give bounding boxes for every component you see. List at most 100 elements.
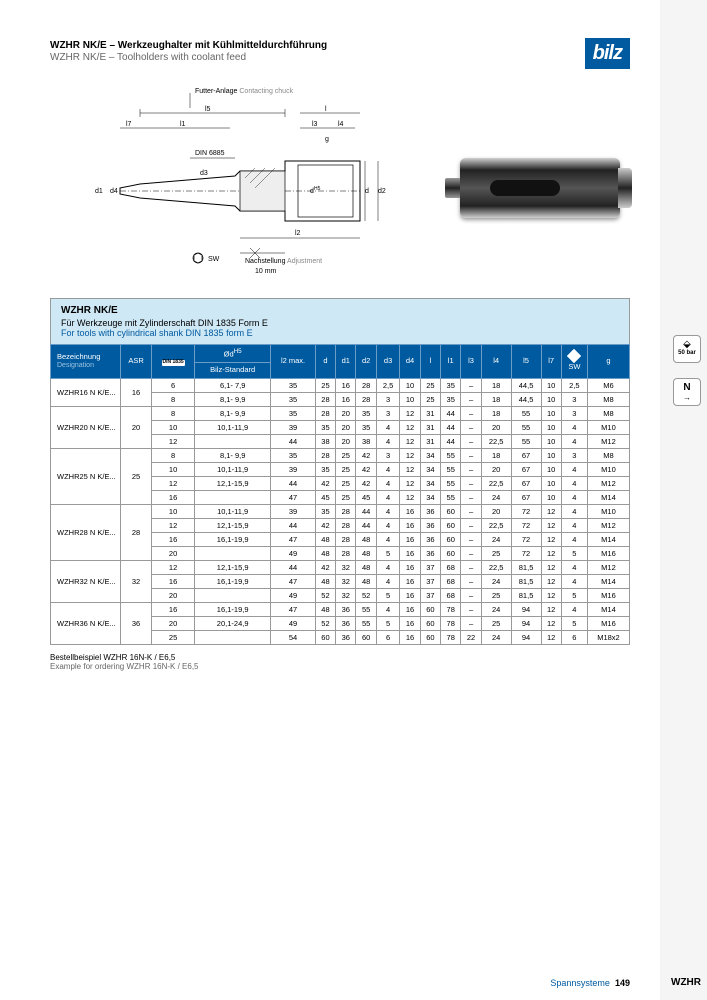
spec-cell: 49: [271, 546, 316, 560]
spec-cell: 4: [561, 504, 587, 518]
spec-cell: 44: [356, 518, 376, 532]
spec-cell: –: [461, 546, 481, 560]
spec-cell: 10,1-11,9: [195, 462, 271, 476]
spec-cell: 20: [481, 462, 511, 476]
spec-cell: 28: [315, 448, 335, 462]
spec-cell: 68: [441, 574, 461, 588]
table-row: WZHR28 N K/E...281010,1-11,9393528444163…: [51, 504, 630, 518]
spec-table: Bezeichnung Designation ASR DIN 1835 ØdH…: [50, 344, 630, 645]
spec-cell: 72: [511, 546, 541, 560]
designation-cell: WZHR25 N K/E...: [51, 448, 121, 504]
th-l: l: [420, 345, 440, 379]
spec-cell: –: [461, 490, 481, 504]
footer-page: 149: [615, 978, 630, 988]
spec-cell: –: [461, 462, 481, 476]
spec-cell: 55: [441, 448, 461, 462]
spec-cell: 55: [511, 406, 541, 420]
spec-cell: 55: [356, 616, 376, 630]
spec-cell: 67: [511, 448, 541, 462]
th-d: d: [315, 345, 335, 379]
spec-cell: 45: [356, 490, 376, 504]
spec-cell: M14: [587, 602, 629, 616]
spec-cell: 16: [400, 518, 420, 532]
spec-cell: M8: [587, 448, 629, 462]
spec-cell: 5: [561, 546, 587, 560]
spec-cell: 3: [376, 448, 400, 462]
spec-cell: 10: [541, 406, 561, 420]
spec-cell: 34: [420, 490, 440, 504]
spec-cell: –: [461, 574, 481, 588]
spec-cell: 8,1- 9,9: [195, 448, 271, 462]
spec-cell: 94: [511, 630, 541, 644]
spec-cell: 47: [271, 574, 316, 588]
product-photo: [460, 158, 620, 218]
spec-cell: 68: [441, 588, 461, 602]
spec-cell: 16: [400, 616, 420, 630]
spec-cell: 44,5: [511, 392, 541, 406]
th-bilz: Bilz-Standard: [195, 363, 271, 379]
spec-cell: 55: [511, 434, 541, 448]
spec-cell: 12: [152, 476, 195, 490]
asr-cell: 36: [121, 602, 152, 644]
spec-cell: 44: [441, 434, 461, 448]
spec-cell: 35: [315, 504, 335, 518]
spec-cell: 60: [441, 546, 461, 560]
spec-cell: 16: [400, 630, 420, 644]
spec-cell: [195, 434, 271, 448]
spec-cell: 36: [420, 546, 440, 560]
spec-cell: M16: [587, 588, 629, 602]
th-odh5: ØdH5: [195, 345, 271, 363]
spec-cell: 67: [511, 490, 541, 504]
spec-cell: M12: [587, 518, 629, 532]
designation-cell: WZHR20 N K/E...: [51, 406, 121, 448]
svg-text:d2: d2: [378, 188, 386, 195]
spec-cell: 25: [315, 378, 335, 392]
spec-cell: 42: [315, 476, 335, 490]
spec-cell: 12: [400, 420, 420, 434]
spec-cell: 10: [400, 392, 420, 406]
spec-cell: 3: [561, 406, 587, 420]
spec-cell: 10: [152, 462, 195, 476]
spec-cell: 12: [400, 462, 420, 476]
spec-cell: 25: [420, 378, 440, 392]
spec-cell: 25: [336, 462, 356, 476]
spec-cell: 12: [541, 616, 561, 630]
spec-cell: 49: [271, 616, 316, 630]
spec-cell: 20: [481, 420, 511, 434]
spec-cell: M12: [587, 560, 629, 574]
spec-cell: 44: [441, 406, 461, 420]
spec-cell: 42: [356, 448, 376, 462]
spec-cell: 20: [336, 406, 356, 420]
spec-cell: 8: [152, 392, 195, 406]
spec-cell: 60: [441, 504, 461, 518]
table-row: WZHR25 N K/E...2588,1- 9,935282542312345…: [51, 448, 630, 462]
spec-cell: 12: [541, 560, 561, 574]
spec-cell: 72: [511, 518, 541, 532]
chuck-de: Futter-Anlage: [195, 88, 237, 95]
spec-cell: 81,5: [511, 588, 541, 602]
spec-cell: 38: [315, 434, 335, 448]
spec-cell: 32: [336, 588, 356, 602]
spec-cell: 10: [541, 476, 561, 490]
spec-cell: 72: [511, 504, 541, 518]
th-l5: l5: [511, 345, 541, 379]
spec-cell: 35: [441, 392, 461, 406]
spec-cell: 12: [400, 490, 420, 504]
spec-cell: 4: [376, 574, 400, 588]
spec-cell: –: [461, 420, 481, 434]
spec-cell: 28: [315, 406, 335, 420]
spec-cell: M12: [587, 476, 629, 490]
spec-cell: [195, 630, 271, 644]
th-d1: d1: [336, 345, 356, 379]
spec-cell: 35: [356, 406, 376, 420]
spec-cell: –: [461, 532, 481, 546]
spec-cell: 12: [541, 504, 561, 518]
spec-cell: –: [461, 434, 481, 448]
spec-cell: 4: [376, 490, 400, 504]
spec-cell: 81,5: [511, 560, 541, 574]
adjust-de: Nachstellung: [245, 258, 285, 265]
spec-cell: –: [461, 378, 481, 392]
spec-cell: 4: [561, 560, 587, 574]
spec-cell: 39: [271, 504, 316, 518]
page-title-de: WZHR NK/E – Werkzeughalter mit Kühlmitte…: [50, 40, 630, 51]
